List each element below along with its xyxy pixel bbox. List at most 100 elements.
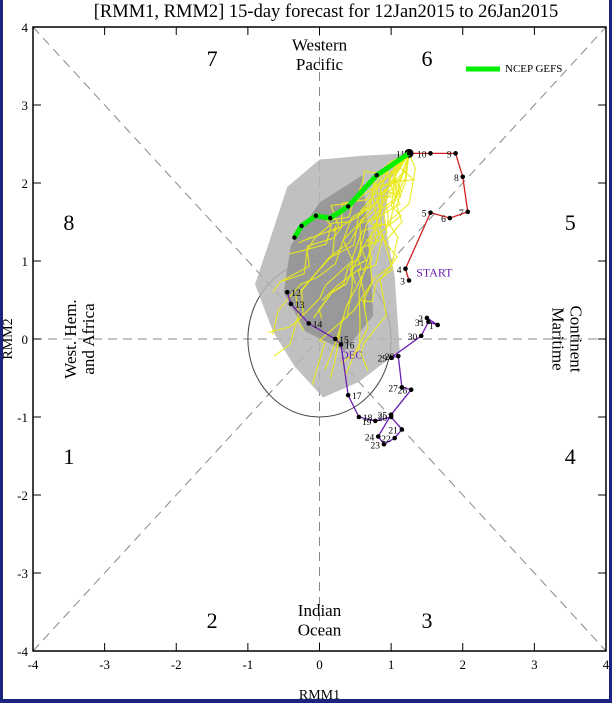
- series-point-label: 6: [441, 215, 446, 225]
- ncep-gefs-point: [313, 213, 319, 218]
- ncep-gefs-point: [406, 151, 412, 156]
- series-point-observed-dec: [435, 322, 440, 328]
- ensemble-member-line: [273, 152, 410, 357]
- y-tick-label: 4: [22, 20, 29, 35]
- series-point-observed-dec: [345, 392, 351, 398]
- series-point-observed-dec: [306, 321, 312, 326]
- series-point-observed-dec: [399, 385, 405, 390]
- series-point-observed-dec: [388, 355, 394, 361]
- series-point-observed-dec: [408, 387, 414, 393]
- series-point-observed-dec: [338, 342, 344, 347]
- y-tick-label: -2: [17, 488, 28, 503]
- x-tick-label: -3: [99, 657, 110, 672]
- phase-number-5: 5: [565, 210, 576, 235]
- series-point-label: 27: [388, 384, 398, 394]
- series-point-label: 10: [417, 150, 427, 160]
- ensemble-member-line: [361, 153, 410, 303]
- ensemble-member-line: [322, 153, 410, 301]
- series-point-label: 21: [388, 426, 398, 436]
- series-point-label: 30: [408, 333, 418, 343]
- region-label-left: West. Hem.: [61, 299, 80, 378]
- y-tick-label: 2: [22, 176, 29, 191]
- series-point-label: 4: [397, 266, 402, 276]
- series-point-label: 9: [447, 150, 452, 160]
- series-point-observed-dec: [388, 412, 394, 417]
- window-border-left: [0, 0, 3, 703]
- ncep-gefs-point: [345, 204, 351, 209]
- ensemble-member-line: [272, 152, 410, 335]
- series-point-observed-jan: [428, 210, 433, 215]
- phase-number-4: 4: [565, 444, 576, 469]
- chart-title: [RMM1, RMM2] 15-day forecast for 12Jan20…: [94, 2, 559, 22]
- ensemble-member-line: [360, 153, 410, 372]
- region-label-top: Pacific: [296, 55, 344, 74]
- region-label-top: Western: [292, 35, 348, 54]
- x-tick-label: 3: [531, 657, 538, 672]
- series-point-observed-dec: [399, 427, 405, 432]
- series-point-label: 2: [418, 315, 423, 325]
- phase-number-1: 1: [63, 444, 74, 469]
- series-point-label: 11: [396, 150, 405, 160]
- series-point-label: 1: [429, 322, 434, 332]
- series-point-observed-dec: [424, 315, 430, 321]
- ensemble-member-line: [344, 153, 416, 376]
- x-tick-label: 1: [388, 657, 395, 672]
- phase-number-2: 2: [207, 608, 218, 633]
- y-tick-label: 0: [22, 332, 29, 347]
- region-label-right: Continent: [566, 305, 585, 372]
- series-point-observed-jan: [406, 278, 412, 283]
- y-tick-label: -4: [17, 644, 28, 659]
- series-point-label: 19: [362, 418, 372, 428]
- y-tick-label: 1: [22, 254, 29, 269]
- y-tick-label: -1: [17, 410, 28, 425]
- ncep-gefs-point: [292, 235, 297, 240]
- phase-number-7: 7: [207, 46, 218, 71]
- region-label-left: and Africa: [79, 303, 98, 375]
- x-tick-label: -1: [242, 657, 253, 672]
- series-point-label: 25: [378, 412, 388, 422]
- phase-number-8: 8: [63, 210, 74, 235]
- series-point-label: 24: [365, 434, 375, 444]
- legend-label: NCEP GEFS: [505, 63, 562, 75]
- series-point-observed-dec: [332, 336, 338, 342]
- series-point-label: 8: [454, 174, 459, 184]
- y-tick-label: 3: [22, 98, 29, 113]
- series-point-observed-dec: [288, 301, 294, 307]
- series-point-label: 14: [313, 320, 323, 330]
- series-point-label: 29: [378, 355, 388, 365]
- ensemble-member-line: [272, 152, 410, 293]
- series-point-observed-jan: [465, 209, 471, 215]
- series-point-label: 18: [363, 414, 373, 424]
- phase-number-6: 6: [421, 46, 432, 71]
- series-point-label: 12: [291, 289, 301, 299]
- x-tick-label: 4: [603, 657, 610, 672]
- series-point-observed-dec: [375, 434, 381, 439]
- region-label-bottom: Indian: [298, 601, 342, 620]
- ensemble-member-line: [349, 152, 410, 284]
- start-annotation: START: [416, 266, 453, 280]
- series-point-observed-jan: [460, 174, 466, 180]
- y-axis-label: RMM2: [1, 318, 16, 359]
- ncep-gefs-point: [328, 215, 333, 221]
- region-label-right: Maritime: [548, 307, 567, 370]
- window-border-bottom: [0, 699, 612, 703]
- series-point-observed-jan: [453, 151, 458, 156]
- ensemble-member-line: [340, 153, 410, 365]
- series-point-label: 5: [422, 210, 427, 220]
- series-point-label: 16: [345, 341, 355, 351]
- ensemble-member-line: [311, 153, 410, 385]
- series-point-label: 23: [370, 441, 380, 451]
- series-point-label: 17: [352, 392, 362, 402]
- series-point-observed-dec: [392, 435, 398, 441]
- phase-number-3: 3: [421, 608, 432, 633]
- series-point-observed-dec: [395, 353, 401, 359]
- series-point-observed-jan: [447, 215, 453, 221]
- series-point-label: 15: [339, 336, 349, 346]
- window-border-right: [609, 0, 612, 703]
- ensemble-member-line: [267, 152, 410, 334]
- series-point-observed-dec: [418, 333, 424, 339]
- series-point-label: 26: [398, 387, 408, 397]
- series-point-label: 20: [378, 414, 388, 424]
